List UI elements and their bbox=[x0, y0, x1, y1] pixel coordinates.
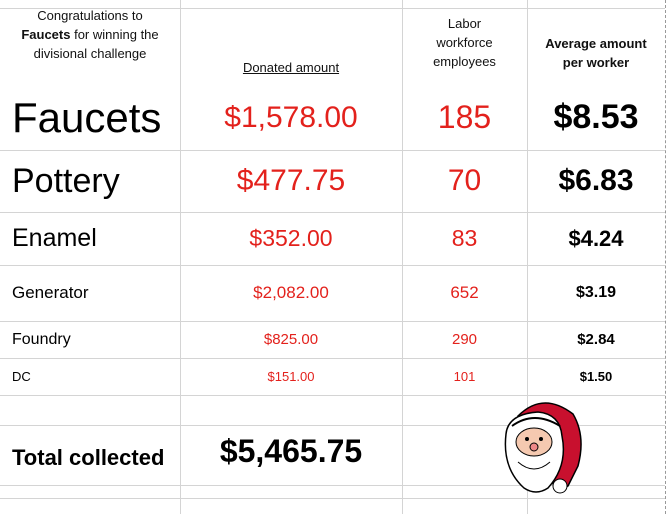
division-name: Generator bbox=[0, 265, 180, 321]
employee-count: 652 bbox=[402, 265, 527, 321]
donated-amount: $2,082.00 bbox=[180, 265, 402, 321]
column-header-text: Average amount per worker bbox=[536, 34, 656, 72]
employee-count: 290 bbox=[402, 321, 527, 358]
division-name: Enamel bbox=[0, 212, 180, 265]
total-label: Total collected bbox=[0, 430, 180, 485]
employee-count: 70 bbox=[402, 150, 527, 212]
employee-count: 185 bbox=[402, 85, 527, 150]
column-header-text: Labor workforce employees bbox=[420, 14, 510, 71]
division-name: DC bbox=[0, 358, 180, 395]
intro-winner: Faucets bbox=[21, 27, 70, 42]
donated-amount: $477.75 bbox=[180, 150, 402, 212]
division-name: Pottery bbox=[0, 150, 180, 212]
average-amount: $2.84 bbox=[527, 321, 665, 358]
donated-amount: $825.00 bbox=[180, 321, 402, 358]
column-header: Average amount per worker bbox=[527, 26, 665, 80]
santa-illustration bbox=[498, 396, 586, 496]
donated-amount: $1,578.00 bbox=[180, 85, 402, 150]
division-name: Faucets bbox=[0, 85, 180, 150]
employee-count: 83 bbox=[402, 212, 527, 265]
total-amount: $5,465.75 bbox=[180, 425, 402, 477]
average-amount: $1.50 bbox=[527, 358, 665, 395]
intro: Congratulations to Faucets for winning t… bbox=[0, 4, 180, 82]
average-amount: $3.19 bbox=[527, 265, 665, 321]
employee-count: 101 bbox=[402, 358, 527, 395]
donated-amount: $352.00 bbox=[180, 212, 402, 265]
average-amount: $8.53 bbox=[527, 85, 665, 150]
column-header: Donated amount bbox=[180, 56, 402, 78]
donated-amount: $151.00 bbox=[180, 358, 402, 395]
intro-text: Congratulations to bbox=[37, 8, 143, 23]
division-name: Foundry bbox=[0, 321, 180, 358]
column-header: Labor workforce employees bbox=[412, 4, 517, 80]
average-amount: $6.83 bbox=[527, 150, 665, 212]
average-amount: $4.24 bbox=[527, 212, 665, 265]
spreadsheet: Congratulations to Faucets for winning t… bbox=[0, 0, 672, 514]
